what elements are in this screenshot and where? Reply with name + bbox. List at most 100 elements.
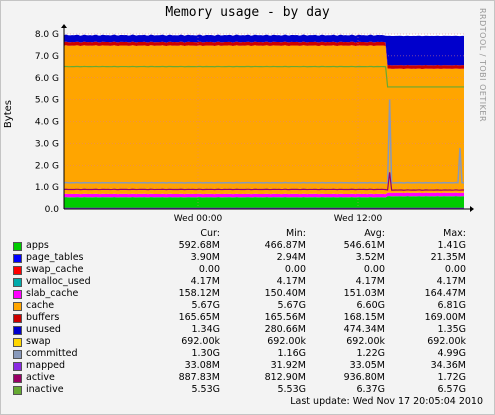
legend-value-min: 280.66M bbox=[264, 324, 306, 335]
legend-value-avg: 6.60G bbox=[356, 300, 385, 311]
legend-swatch bbox=[13, 254, 22, 263]
legend-value-cur: 5.53G bbox=[191, 384, 220, 395]
x-tick-label: Wed 00:00 bbox=[174, 214, 223, 224]
y-axis-arrow bbox=[61, 24, 67, 28]
legend-value-max: 6.57G bbox=[437, 384, 466, 395]
legend-value-cur: 33.08M bbox=[184, 360, 220, 371]
legend-value-max: 1.41G bbox=[437, 240, 466, 251]
area-unused bbox=[64, 34, 464, 66]
chart-title: Memory usage - by day bbox=[165, 5, 330, 20]
area-slab-cache bbox=[64, 192, 464, 198]
legend-row: page_tables 3.90M 2.94M 3.52M 21.35M bbox=[0, 252, 495, 264]
axes bbox=[61, 24, 474, 212]
legend-value-avg: 151.03M bbox=[343, 288, 385, 299]
legend-swatch bbox=[13, 242, 22, 251]
x-tick-label: Wed 12:00 bbox=[334, 214, 383, 224]
legend-value-cur: 592.68M bbox=[178, 240, 220, 251]
y-tick-label: 6.0 G bbox=[35, 74, 59, 84]
legend-value-avg: 692.00k bbox=[346, 336, 385, 347]
line-active bbox=[63, 172, 465, 191]
y-tick-label: 1.0 G bbox=[35, 183, 59, 193]
legend-value-max: 1.35G bbox=[437, 324, 466, 335]
legend-series-name: page_tables bbox=[26, 252, 84, 263]
legend-value-min: 165.56M bbox=[264, 312, 306, 323]
legend-series-name: cache bbox=[26, 300, 55, 311]
legend-series-name: swap bbox=[26, 336, 51, 347]
legend-swatch bbox=[13, 326, 22, 335]
y-tick-labels: 0.0 1.0 G 2.0 G 3.0 G 4.0 G 5.0 G 6.0 G 7.0 G 8.… bbox=[35, 30, 59, 215]
legend-value-cur: 1.34G bbox=[191, 324, 220, 335]
legend-row: slab_cache 158.12M 150.40M 151.03M 164.47M bbox=[0, 288, 495, 300]
legend-value-avg: 4.17M bbox=[355, 276, 385, 287]
legend-value-cur: 4.17M bbox=[190, 276, 220, 287]
legend-value-cur: 3.90M bbox=[190, 252, 220, 263]
legend-value-min: 1.16G bbox=[277, 348, 306, 359]
area-layers bbox=[64, 34, 464, 209]
legend-series-name: mapped bbox=[26, 360, 66, 371]
legend-swatch bbox=[13, 278, 22, 287]
line-committed bbox=[63, 99, 465, 184]
legend-row: active 887.83M 812.90M 936.80M 1.72G bbox=[0, 372, 495, 384]
legend-value-max: 21.35M bbox=[430, 252, 466, 263]
x-tick-labels: Wed 00:00 Wed 12:00 bbox=[174, 214, 383, 224]
legend-value-min: 4.17M bbox=[276, 276, 306, 287]
y-tick-label: 3.0 G bbox=[35, 139, 59, 149]
legend-value-avg: 936.80M bbox=[343, 372, 385, 383]
legend-value-max: 169.00M bbox=[424, 312, 466, 323]
legend-col-min: Min: bbox=[285, 228, 306, 239]
legend-value-avg: 6.37G bbox=[356, 384, 385, 395]
legend-value-cur: 165.65M bbox=[178, 312, 220, 323]
legend-series-name: swap_cache bbox=[26, 264, 84, 275]
grid-lines bbox=[64, 33, 464, 209]
legend-col-max: Max: bbox=[443, 228, 466, 239]
legend-value-max: 4.99G bbox=[437, 348, 466, 359]
legend-series-name: slab_cache bbox=[26, 288, 79, 299]
y-tick-label: 8.0 G bbox=[35, 30, 59, 40]
legend-value-max: 4.17M bbox=[436, 276, 466, 287]
legend-row: mapped 33.08M 31.92M 33.05M 34.36M bbox=[0, 360, 495, 372]
memory-chart: 0.0 1.0 G 2.0 G 3.0 G 4.0 G 5.0 G 6.0 G 7.0 G 8.… bbox=[35, 24, 474, 224]
legend-series-name: vmalloc_used bbox=[26, 276, 91, 287]
legend-value-avg: 1.22G bbox=[356, 348, 385, 359]
legend-row: inactive 5.53G 5.53G 6.37G 6.57G bbox=[0, 384, 495, 396]
rrdtool-credit: RRDTOOL / TOBI OETIKER bbox=[478, 8, 487, 123]
legend-swatch bbox=[13, 290, 22, 299]
legend-row: cache 5.67G 5.67G 6.60G 6.81G bbox=[0, 300, 495, 312]
legend-swatch bbox=[13, 314, 22, 323]
legend-value-cur: 887.83M bbox=[178, 372, 220, 383]
legend-value-max: 0.00 bbox=[444, 264, 466, 275]
legend-col-avg: Avg: bbox=[364, 228, 385, 239]
legend-value-avg: 33.05M bbox=[349, 360, 385, 371]
legend-swatch bbox=[13, 266, 22, 275]
y-tick-label: 7.0 G bbox=[35, 52, 59, 62]
legend-value-min: 5.53G bbox=[277, 384, 306, 395]
legend-value-min: 812.90M bbox=[264, 372, 306, 383]
last-update: Last update: Wed Nov 17 20:05:04 2010 bbox=[290, 396, 483, 407]
legend-value-max: 6.81G bbox=[437, 300, 466, 311]
legend-series-name: unused bbox=[26, 324, 61, 335]
area-buffers bbox=[64, 41, 464, 69]
legend-value-min: 5.67G bbox=[277, 300, 306, 311]
legend-row: apps 592.68M 466.87M 546.61M 1.41G bbox=[0, 240, 495, 252]
legend-value-cur: 692.00k bbox=[181, 336, 220, 347]
legend-row: committed 1.30G 1.16G 1.22G 4.99G bbox=[0, 348, 495, 360]
y-tick-label: 4.0 G bbox=[35, 118, 59, 128]
legend-col-cur: Cur: bbox=[200, 228, 220, 239]
legend-swatch bbox=[13, 362, 22, 371]
y-tick-label: 2.0 G bbox=[35, 161, 59, 171]
legend-series-name: buffers bbox=[26, 312, 60, 323]
legend-value-max: 1.72G bbox=[437, 372, 466, 383]
legend-value-min: 31.92M bbox=[270, 360, 306, 371]
legend-value-max: 34.36M bbox=[430, 360, 466, 371]
legend-value-avg: 3.52M bbox=[355, 252, 385, 263]
legend-series-name: inactive bbox=[26, 384, 64, 395]
legend-value-cur: 5.67G bbox=[191, 300, 220, 311]
legend-row: swap_cache 0.00 0.00 0.00 0.00 bbox=[0, 264, 495, 276]
legend-value-cur: 1.30G bbox=[191, 348, 220, 359]
x-axis-arrow bbox=[470, 206, 474, 212]
legend-row: vmalloc_used 4.17M 4.17M 4.17M 4.17M bbox=[0, 276, 495, 288]
legend-swatch bbox=[13, 350, 22, 359]
legend-row: buffers 165.65M 165.56M 168.15M 169.00M bbox=[0, 312, 495, 324]
line-inactive bbox=[63, 65, 464, 88]
legend-swatch bbox=[13, 374, 22, 383]
